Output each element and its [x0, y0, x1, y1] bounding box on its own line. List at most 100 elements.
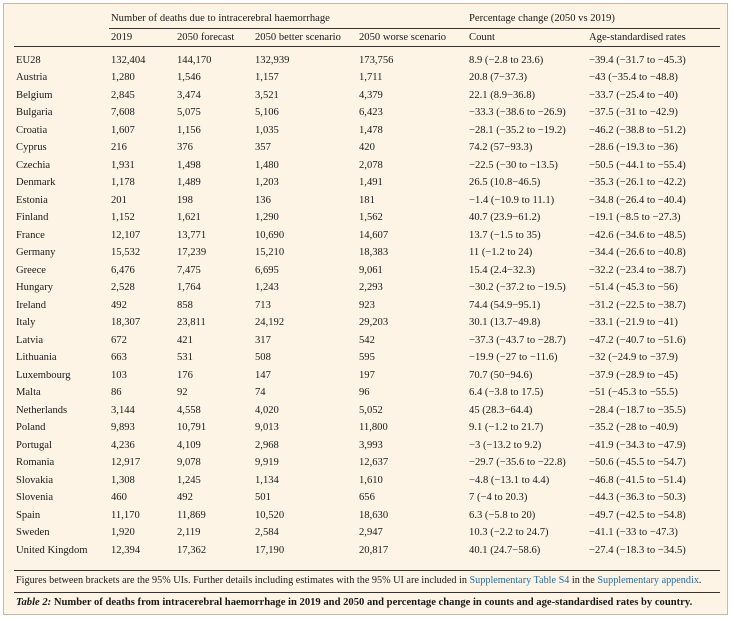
count-change-cell: 8.9 (−2.8 to 23.6) — [469, 54, 544, 66]
header-col-2019: 2019 — [111, 31, 133, 43]
country-cell: Malta — [16, 387, 41, 399]
deaths-2050-forecast-cell: 1,621 — [177, 212, 201, 224]
country-cell: Bulgaria — [16, 107, 53, 119]
footnote-text-end: . — [698, 575, 702, 586]
deaths-2050-worse-cell: 173,756 — [359, 54, 394, 66]
table-row: France 12,107 13,771 10,690 14,607 13.7 (−1.5… — [14, 227, 720, 245]
country-cell: United Kingdom — [16, 544, 88, 556]
deaths-2050-better-cell: 10,690 — [255, 229, 285, 241]
deaths-2019-cell: 672 — [111, 334, 127, 346]
count-change-cell: −30.2 (−37.2 to −19.5) — [469, 282, 566, 294]
count-change-cell: −19.9 (−27 to −11.6) — [469, 352, 558, 364]
deaths-2050-forecast-cell: 144,170 — [177, 54, 212, 66]
deaths-2050-forecast-cell: 176 — [177, 369, 193, 381]
count-change-cell: 6.3 (−5.8 to 20) — [469, 509, 536, 521]
country-cell: Greece — [16, 264, 46, 276]
deaths-2050-forecast-cell: 10,791 — [177, 422, 207, 434]
deaths-2050-worse-cell: 1,562 — [359, 212, 383, 224]
age-standardised-change-cell: −33.1 (−21.9 to −41) — [589, 317, 678, 329]
deaths-2050-worse-cell: 181 — [359, 194, 375, 206]
deaths-2050-better-cell: 6,695 — [255, 264, 279, 276]
deaths-2050-better-cell: 3,521 — [255, 89, 279, 101]
deaths-2050-better-cell: 5,106 — [255, 107, 279, 119]
deaths-2050-worse-cell: 3,993 — [359, 439, 383, 451]
table-row: Slovakia 1,308 1,245 1,134 1,610 −4.8 (−13.1 … — [14, 472, 720, 490]
deaths-2050-better-cell: 9,013 — [255, 422, 279, 434]
header-col-2050-forecast: 2050 forecast — [177, 31, 235, 43]
table-row: Denmark 1,178 1,489 1,203 1,491 26.5 (10.8−46… — [14, 174, 720, 192]
count-change-cell: −4.8 (−13.1 to 4.4) — [469, 474, 550, 486]
country-cell: Poland — [16, 422, 46, 434]
count-change-cell: 10.3 (−2.2 to 24.7) — [469, 527, 549, 539]
count-change-cell: 40.1 (24.7−58.6) — [469, 544, 541, 556]
deaths-2050-forecast-cell: 4,109 — [177, 439, 201, 451]
age-standardised-change-cell: −50.5 (−44.1 to −55.4) — [589, 159, 686, 171]
deaths-2050-forecast-cell: 23,811 — [177, 317, 206, 329]
table-caption: Table 2: Number of deaths from intracere… — [16, 597, 720, 608]
deaths-2050-forecast-cell: 1,498 — [177, 159, 201, 171]
deaths-2050-worse-cell: 4,379 — [359, 89, 383, 101]
age-standardised-change-cell: −50.6 (−45.5 to −54.7) — [589, 457, 686, 469]
deaths-2050-better-cell: 4,020 — [255, 404, 279, 416]
deaths-2019-cell: 86 — [111, 387, 122, 399]
deaths-2019-cell: 9,893 — [111, 422, 135, 434]
deaths-2050-better-cell: 1,243 — [255, 282, 279, 294]
deaths-2019-cell: 1,920 — [111, 527, 135, 539]
supplementary-appendix-link[interactable]: Supplementary appendix — [597, 575, 699, 586]
table-row: Italy 18,307 23,811 24,192 29,203 30.1 (13.7−… — [14, 314, 720, 332]
deaths-2050-forecast-cell: 17,239 — [177, 247, 207, 259]
deaths-2050-forecast-cell: 421 — [177, 334, 193, 346]
count-change-cell: −29.7 (−35.6 to −22.8) — [469, 457, 566, 469]
footer-divider — [14, 570, 720, 571]
table-row: Estonia 201 198 136 181 −1.4 (−10.9 to 11.1) −… — [14, 192, 720, 210]
age-standardised-change-cell: −19.1 (−8.5 to −27.3) — [589, 212, 681, 224]
table-body: EU28 132,404 144,170 132,939 173,756 8.9 (−2.… — [14, 47, 720, 560]
age-standardised-change-cell: −27.4 (−18.3 to −34.5) — [589, 544, 686, 556]
age-standardised-change-cell: −35.2 (−28 to −40.9) — [589, 422, 678, 434]
country-cell: Denmark — [16, 177, 56, 189]
country-cell: Czechia — [16, 159, 51, 171]
count-change-cell: 13.7 (−1.5 to 35) — [469, 229, 541, 241]
deaths-2050-worse-cell: 12,637 — [359, 457, 389, 469]
deaths-2019-cell: 663 — [111, 352, 127, 364]
table-row: Bulgaria 7,608 5,075 5,106 6,423 −33.3 (−38.6… — [14, 104, 720, 122]
header-col-2050-worse: 2050 worse scenario — [359, 31, 447, 43]
deaths-2050-forecast-cell: 1,764 — [177, 282, 201, 294]
deaths-table: Number of deaths due to intracerebral ha… — [14, 10, 721, 560]
deaths-2019-cell: 3,144 — [111, 404, 135, 416]
header-group-change: Percentage change (2050 vs 2019) — [467, 10, 721, 29]
deaths-2019-cell: 7,608 — [111, 107, 135, 119]
deaths-2050-worse-cell: 96 — [359, 387, 370, 399]
country-cell: Croatia — [16, 124, 48, 136]
deaths-2019-cell: 492 — [111, 299, 127, 311]
table-row: Netherlands 3,144 4,558 4,020 5,052 45 (28.3−… — [14, 402, 720, 420]
table-row: Finland 1,152 1,621 1,290 1,562 40.7 (23.9−61… — [14, 209, 720, 227]
deaths-2050-worse-cell: 420 — [359, 142, 375, 154]
deaths-2050-better-cell: 713 — [255, 299, 271, 311]
deaths-2050-worse-cell: 6,423 — [359, 107, 383, 119]
deaths-2019-cell: 18,307 — [111, 317, 141, 329]
deaths-2050-forecast-cell: 9,078 — [177, 457, 201, 469]
age-standardised-change-cell: −28.4 (−18.7 to −35.5) — [589, 404, 686, 416]
table-row: Spain 11,170 11,869 10,520 18,630 6.3 (−5.8 t… — [14, 507, 720, 525]
age-standardised-change-cell: −49.7 (−42.5 to −54.8) — [589, 509, 686, 521]
age-standardised-change-cell: −34.4 (−26.6 to −40.8) — [589, 247, 686, 259]
deaths-2050-forecast-cell: 1,489 — [177, 177, 201, 189]
deaths-2019-cell: 1,308 — [111, 474, 135, 486]
country-cell: Spain — [16, 509, 41, 521]
country-cell: Portugal — [16, 439, 52, 451]
table-row: Hungary 2,528 1,764 1,243 2,293 −30.2 (−37.2 … — [14, 279, 720, 297]
footnote: Figures between brackets are the 95% UIs… — [16, 575, 720, 586]
deaths-2050-forecast-cell: 198 — [177, 194, 193, 206]
age-standardised-change-cell: −37.9 (−28.9 to −45) — [589, 369, 678, 381]
deaths-2050-better-cell: 1,290 — [255, 212, 279, 224]
deaths-2050-worse-cell: 18,630 — [359, 509, 389, 521]
deaths-2050-better-cell: 9,919 — [255, 457, 279, 469]
deaths-2050-worse-cell: 5,052 — [359, 404, 383, 416]
age-standardised-change-cell: −34.8 (−26.4 to −40.4) — [589, 194, 686, 206]
supplementary-table-link[interactable]: Supplementary Table S4 — [469, 575, 570, 586]
count-change-cell: −37.3 (−43.7 to −28.7) — [469, 334, 566, 346]
deaths-2050-better-cell: 1,203 — [255, 177, 279, 189]
table-row: Sweden 1,920 2,119 2,584 2,947 10.3 (−2.2 to … — [14, 524, 720, 542]
count-change-cell: 70.7 (50−94.6) — [469, 369, 533, 381]
